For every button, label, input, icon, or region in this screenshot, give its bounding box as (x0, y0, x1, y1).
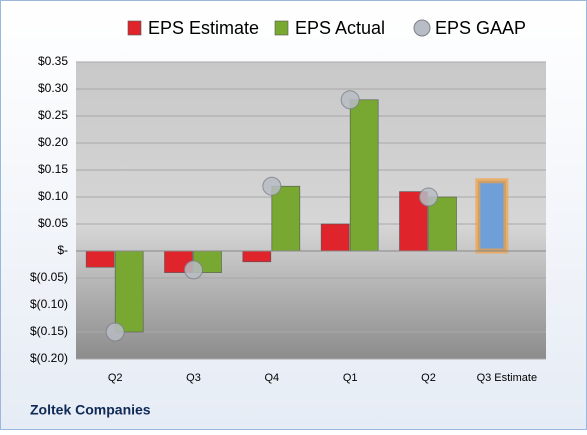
gaap-marker (340, 90, 360, 110)
gaap-marker (262, 176, 282, 196)
bar (85, 250, 115, 268)
y-tick-label: $(0.05) (30, 270, 68, 284)
y-tick-label: $0.35 (38, 54, 68, 68)
x-tick-label: Q3 (186, 372, 201, 384)
plot-area (76, 62, 546, 359)
bar (271, 185, 301, 252)
bar (320, 223, 350, 252)
y-tick-label: $(0.10) (30, 297, 68, 311)
gaap-marker (105, 322, 125, 342)
gaap-marker (419, 187, 438, 207)
y-tick-label: $(0.20) (30, 351, 68, 365)
y-tick-label: $0.10 (38, 189, 68, 203)
legend-marker (127, 20, 142, 36)
x-tick-label: Q3 Estimate (477, 372, 538, 384)
legend-marker (274, 20, 289, 36)
bar (114, 250, 144, 333)
y-tick-label: $0.20 (38, 135, 68, 149)
bar (475, 178, 509, 254)
legend-label: EPS Estimate (148, 18, 259, 38)
x-tick-label: Q2 (108, 372, 123, 384)
bar (428, 196, 457, 252)
x-tick-label: Q1 (343, 372, 358, 384)
y-tick-label: $0.25 (38, 108, 68, 122)
y-tick-label: $0.30 (38, 81, 68, 95)
legend-label: EPS Actual (295, 18, 385, 38)
gaap-marker (184, 260, 203, 280)
bar (349, 99, 379, 252)
legend-marker (413, 19, 431, 37)
legend-label: EPS GAAP (435, 18, 526, 38)
y-tick-label: $0.15 (38, 162, 68, 176)
y-tick-label: $- (57, 243, 68, 257)
y-tick-label: $0.05 (38, 216, 68, 230)
x-tick-label: Q4 (264, 372, 279, 384)
x-tick-label: Q2 (421, 372, 436, 384)
footer: Zoltek Companies (30, 402, 151, 418)
bar (242, 250, 272, 263)
y-tick-label: $(0.15) (30, 324, 68, 338)
